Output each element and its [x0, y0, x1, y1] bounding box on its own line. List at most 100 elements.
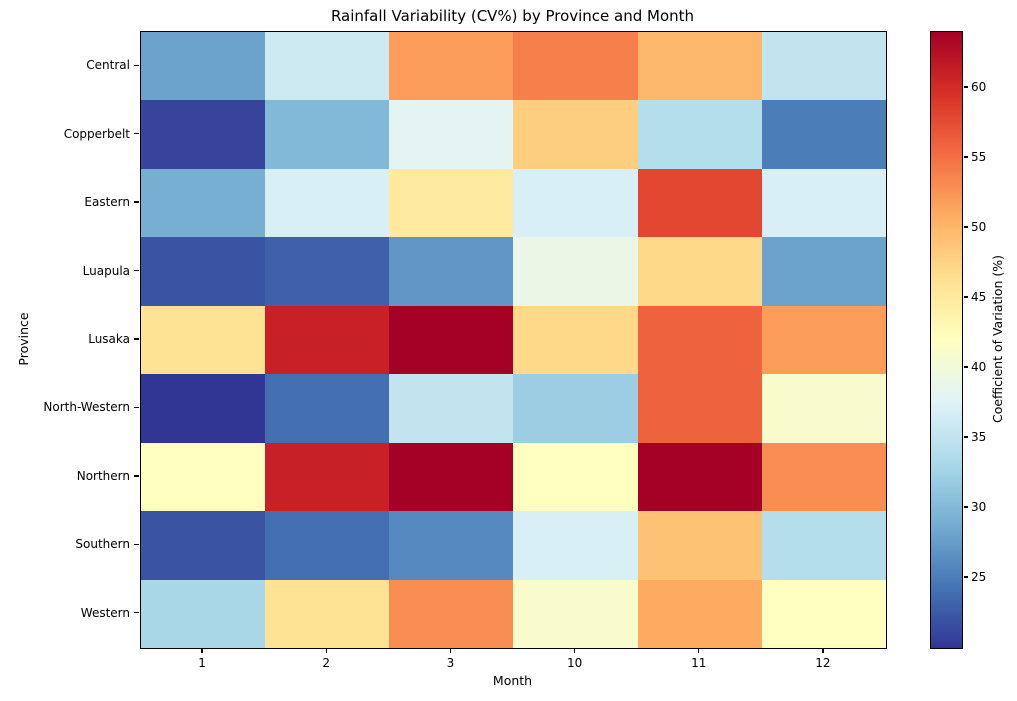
colorbar-tick-label: 50 — [971, 220, 987, 234]
x-tick-label: 2 — [322, 656, 331, 670]
x-tick-mark — [325, 648, 327, 654]
colorbar-tick-mark — [963, 576, 969, 578]
heatmap-cell — [265, 511, 390, 580]
heatmap-cell — [513, 100, 638, 169]
heatmap-cell — [141, 305, 266, 375]
heatmap-cell — [265, 100, 390, 169]
heatmap-cell — [141, 374, 266, 443]
heatmap-cell — [141, 168, 266, 238]
y-tick-mark — [134, 64, 139, 66]
heatmap-cell — [389, 579, 514, 648]
x-tick-mark — [573, 648, 576, 654]
colorbar-tick-label: 35 — [971, 430, 987, 444]
heatmap-plot — [140, 31, 887, 649]
y-tick-mark — [134, 612, 139, 614]
colorbar-tick-mark — [963, 86, 969, 88]
heatmap-cell — [637, 100, 762, 169]
heatmap-cell — [265, 168, 390, 238]
heatmap-cell — [637, 237, 762, 306]
y-tick-mark — [134, 133, 139, 135]
heatmap-cell — [761, 237, 886, 306]
x-tick-label: 12 — [815, 656, 831, 670]
heatmap-cell — [513, 511, 638, 580]
heatmap-cell — [637, 442, 762, 512]
y-tick-label: Southern — [75, 537, 130, 552]
x-tick-mark — [822, 648, 824, 654]
colorbar-label: Coefficient of Variation (%) — [990, 254, 1005, 424]
y-tick-label: Central — [86, 58, 130, 73]
colorbar-tick-mark — [963, 366, 969, 368]
heatmap-cell — [389, 374, 514, 443]
colorbar-tick-label: 30 — [971, 500, 987, 514]
x-tick-label: 3 — [446, 656, 455, 670]
heatmap-cell — [141, 237, 266, 306]
x-axis-label: Month — [492, 673, 533, 688]
heatmap-cell — [637, 374, 762, 443]
heatmap-cell — [637, 305, 762, 375]
y-tick-mark — [134, 543, 139, 545]
colorbar-tick-label: 60 — [971, 80, 987, 94]
heatmap-cell — [761, 168, 886, 238]
heatmap-cell — [265, 32, 390, 101]
heatmap-cell — [141, 511, 266, 580]
heatmap-cell — [761, 511, 886, 580]
heatmap-cell — [761, 100, 886, 169]
heatmap-cell — [513, 442, 638, 512]
x-tick-mark — [449, 648, 452, 654]
heatmap-cell — [389, 305, 514, 375]
heatmap-cell — [761, 305, 886, 375]
heatmap-cell — [389, 511, 514, 580]
y-tick-label: Copperbelt — [63, 126, 130, 141]
colorbar-tick-mark — [963, 296, 969, 298]
y-tick-mark — [134, 338, 139, 340]
heatmap-cell — [513, 32, 638, 101]
heatmap-cell — [141, 442, 266, 512]
heatmap-cell — [513, 374, 638, 443]
colorbar-tick-label: 25 — [971, 570, 987, 584]
heatmap-cell — [141, 100, 266, 169]
y-tick-label: Luapula — [82, 263, 130, 278]
heatmap-cell — [637, 579, 762, 648]
colorbar-tick-mark — [963, 506, 969, 508]
y-tick-label: Eastern — [84, 195, 130, 210]
x-tick-label: 11 — [691, 656, 707, 670]
y-tick-mark — [134, 201, 139, 203]
y-tick-label: Lusaka — [88, 332, 130, 346]
x-tick-mark — [201, 648, 203, 654]
colorbar-tick-mark — [963, 156, 969, 158]
heatmap-cell — [761, 32, 886, 101]
heatmap-cell — [513, 579, 638, 648]
heatmap-cell — [761, 374, 886, 443]
heatmap-cell — [265, 579, 390, 648]
y-tick-mark — [134, 269, 139, 272]
heatmap-cell — [389, 168, 514, 238]
colorbar-tick-mark — [963, 436, 969, 438]
heatmap-cell — [513, 237, 638, 306]
x-tick-mark — [698, 648, 700, 654]
colorbar-tick-mark — [963, 226, 969, 228]
heatmap-cell — [637, 511, 762, 580]
heatmap-cell — [761, 579, 886, 648]
y-tick-label: Northern — [76, 468, 130, 483]
heatmap-cell — [265, 374, 390, 443]
heatmap-cell — [265, 442, 390, 512]
colorbar-gradient — [931, 32, 962, 648]
heatmap-cell — [389, 442, 514, 512]
heatmap-cell — [761, 442, 886, 512]
y-tick-label: Western — [80, 605, 130, 620]
y-tick-label: North-Western — [43, 400, 130, 415]
heatmap-cell — [389, 100, 514, 169]
colorbar-tick-label: 45 — [971, 290, 987, 304]
colorbar-tick-label: 40 — [971, 360, 987, 374]
heatmap-cell — [389, 32, 514, 101]
chart-title: Rainfall Variability (CV%) by Province a… — [330, 7, 695, 25]
y-tick-mark — [134, 475, 139, 477]
heatmap-cell — [265, 305, 390, 375]
heatmap-cell — [513, 168, 638, 238]
heatmap-cell — [513, 305, 638, 375]
heatmap-cell — [637, 32, 762, 101]
heatmap-cell — [141, 32, 266, 101]
y-tick-mark — [134, 406, 139, 409]
x-tick-label: 10 — [566, 656, 583, 670]
